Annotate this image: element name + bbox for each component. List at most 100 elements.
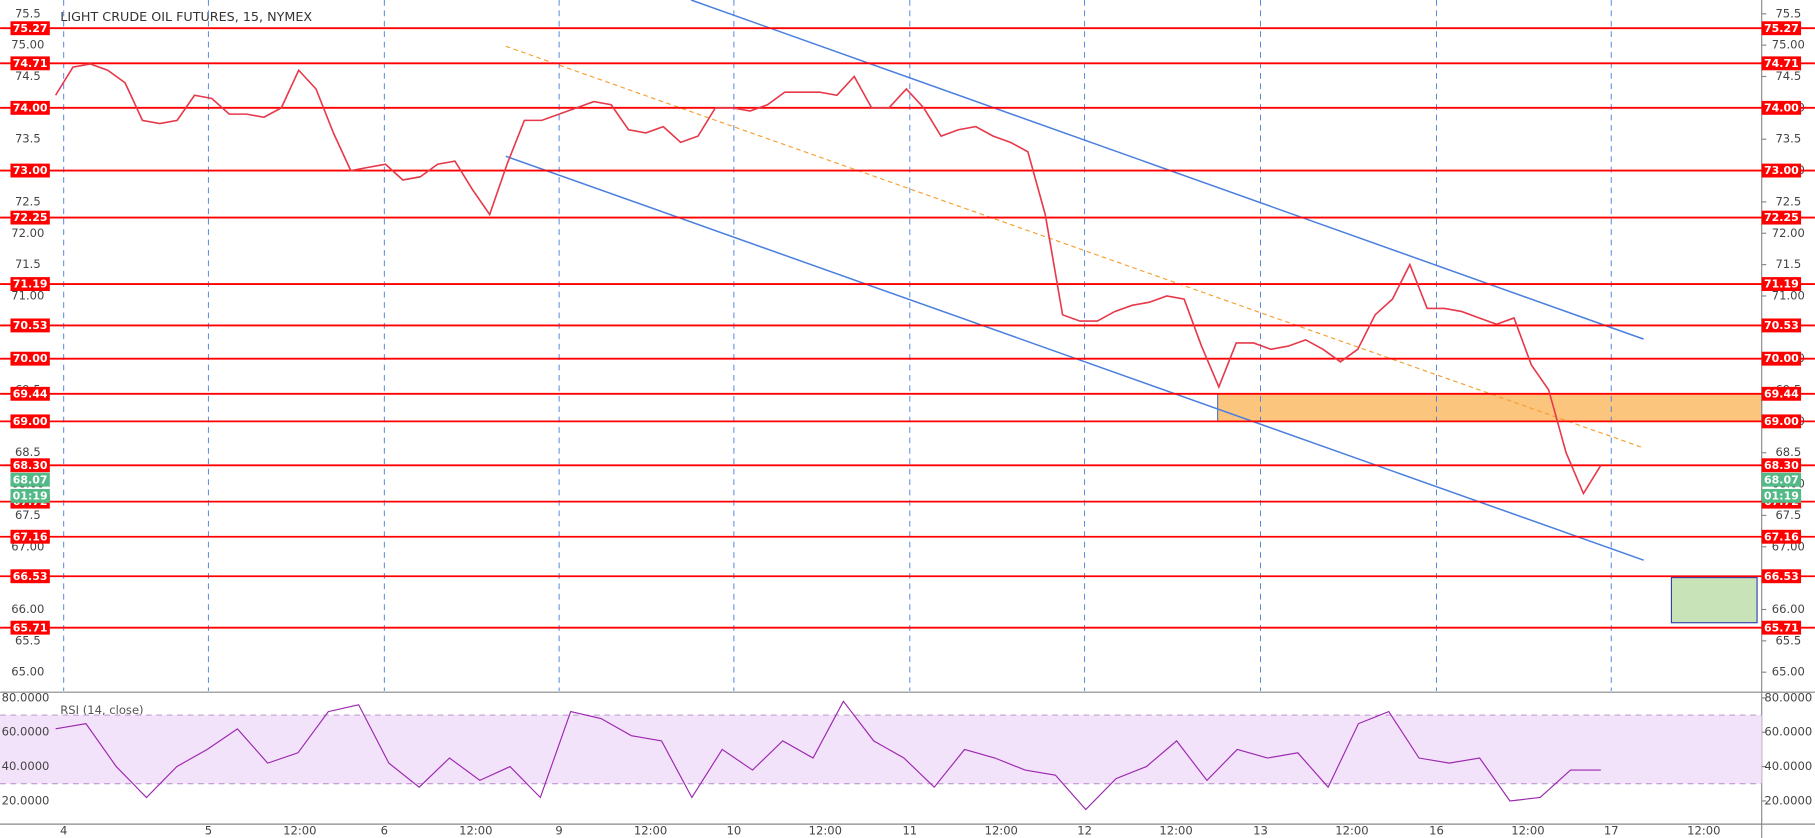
y-tick-label-left: 75.00 [11,38,44,52]
countdown-box [1761,488,1802,503]
x-tick-label: 12:00 [459,824,492,838]
level-label-right: 68.30 [1764,459,1799,472]
level-label-left-box [10,351,50,366]
level-label-left-box [10,163,50,178]
level-label-left-box [10,414,50,429]
x-tick-label: 12 [1077,824,1092,838]
x-tick-label: 13 [1253,824,1268,838]
level-label-left-box [10,569,50,584]
y-tick-label: 20.0000 [1764,793,1812,807]
level-label-right: 69.00 [1764,415,1799,428]
target-box [1670,576,1758,624]
y-tick-label: 75.5 [1775,6,1801,20]
x-tick-label: 9 [555,824,562,838]
level-label-left: 73.00 [13,164,48,177]
level-label-left-box [10,529,50,544]
level-label-left: 71.19 [13,278,48,291]
y-tick-label: 60.0000 [1764,725,1812,739]
level-label-right: 67.16 [1764,530,1799,543]
level-label-right-box [1761,458,1802,473]
price-line [54,63,1602,496]
y-tick-label: 65.5 [1775,633,1801,647]
x-tick-label: 12:00 [985,824,1018,838]
y-tick-label-left: 74.5 [15,69,41,83]
last-price-left-box [10,472,50,487]
y-tick-label-left: 72.5 [15,194,41,208]
x-tick-label: 12:00 [634,824,667,838]
level-label-left: 68.30 [13,459,48,472]
level-label-right-box [1761,620,1802,635]
level-label-left-box [10,56,50,71]
level-label-right-box [1761,318,1802,333]
level-label-right: 74.00 [1764,101,1799,114]
level-label-right-box [1761,56,1802,71]
y-tick-label: 73.5 [1775,132,1801,146]
y-tick-label-left: 80.0000 [2,690,50,704]
level-label-left: 72.25 [13,211,48,224]
y-tick-label: 71.00 [1772,288,1805,302]
chart-title: LIGHT CRUDE OIL FUTURES, 15, NYMEX [60,10,312,25]
x-tick-label: 4 [60,824,67,838]
last-price-right-box [1761,472,1802,487]
y-tick-label: 74.5 [1775,69,1801,83]
x-tick-label: 11 [902,824,917,838]
y-tick-label-left: 60.0000 [2,725,50,739]
level-label-left: 67.16 [13,530,48,543]
level-label-right: 71.19 [1764,278,1799,291]
y-tick-label-left: 40.0000 [2,759,50,773]
y-tick-label-left: 71.5 [15,257,41,271]
level-label-right: 69.44 [1764,387,1799,400]
level-label-right: 74.71 [1764,57,1799,70]
y-tick-label: 40.0000 [1764,759,1812,773]
level-label-left-box [10,620,50,635]
level-label-left: 75.27 [13,22,48,35]
level-label-left: 66.53 [13,570,48,583]
level-label-right-box [1761,414,1802,429]
x-tick-label: 6 [381,824,388,838]
y-tick-label-left: 75.5 [15,6,41,20]
y-tick-label: 68.5 [1775,445,1801,459]
level-label-right-box [1761,100,1802,115]
level-label-left-box [10,318,50,333]
x-tick-label: 17 [1604,824,1619,838]
channel-mid [505,45,1644,449]
level-label-right-box [1761,21,1802,36]
last-price-right: 68.07 [1764,473,1799,486]
y-tick-label-left: 72.00 [11,226,44,240]
x-tick-label: 10 [727,824,742,838]
level-label-left-box [10,210,50,225]
countdown-box [10,488,50,503]
level-label-right-box [1761,277,1802,291]
channel-upper [690,0,1644,340]
level-label-left: 69.00 [13,415,48,428]
level-label-left-box [10,458,50,473]
level-label-right: 72.25 [1764,211,1799,224]
y-tick-label-left: 68.5 [15,445,41,459]
y-tick-label: 72.00 [1772,226,1805,240]
y-tick-label-left: 67.5 [15,508,41,522]
y-tick-label-left: 66.00 [11,602,44,616]
supply-zone [1217,393,1763,423]
level-label-right-box [1761,163,1802,178]
rsi-band [0,715,1762,784]
y-tick-label: 71.5 [1775,257,1801,271]
x-tick-label: 12:00 [1687,824,1720,838]
level-label-right: 65.71 [1764,621,1799,634]
countdown: 01:19 [1764,489,1799,502]
rsi-title: RSI (14, close) [60,703,143,717]
level-label-right-box [1761,386,1802,401]
x-tick-label: 12:00 [1335,824,1368,838]
y-tick-label-left: 65.00 [11,665,44,679]
x-tick-label: 12:00 [283,824,316,838]
level-label-right-box [1761,529,1802,544]
countdown: 01:19 [13,489,48,502]
level-label-right: 70.53 [1764,319,1799,332]
level-label-left-box [10,386,50,401]
level-label-right: 70.00 [1764,352,1799,365]
y-tick-label: 67.5 [1775,508,1801,522]
x-tick-label: 12:00 [809,824,842,838]
level-label-right: 66.53 [1764,570,1799,583]
level-label-left-box [10,21,50,36]
x-tick-label: 12:00 [1159,824,1192,838]
last-price-left: 68.07 [13,473,48,486]
